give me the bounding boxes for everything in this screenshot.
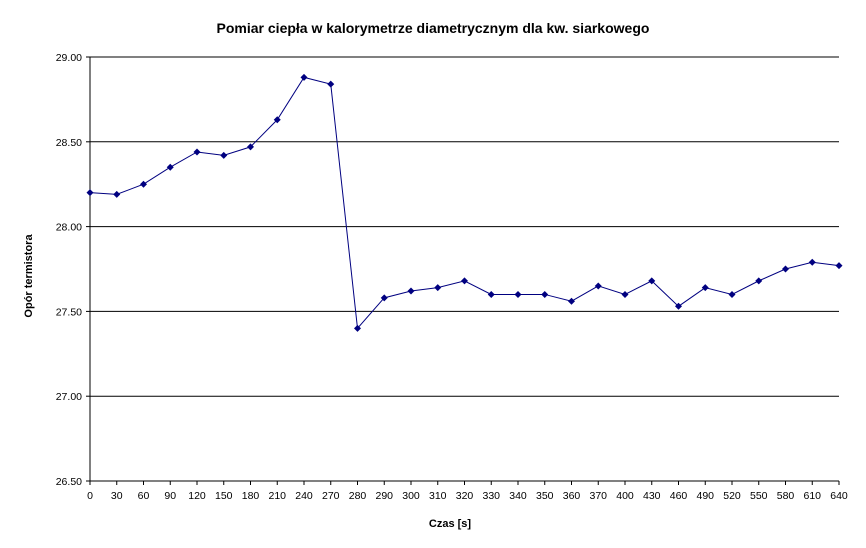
data-point	[675, 302, 682, 310]
data-point	[568, 297, 575, 305]
x-tick-label: 610	[803, 490, 821, 502]
data-point	[782, 265, 789, 273]
data-point	[300, 73, 308, 81]
x-tick-label: 240	[295, 490, 313, 502]
data-point	[113, 190, 121, 198]
x-tick-label: 350	[536, 490, 554, 502]
data-point	[835, 262, 843, 270]
data-point	[728, 290, 736, 298]
x-tick-labels: 0 30 60 90 120 150 180 210 240 270 280 290 300 310 320…	[87, 490, 848, 502]
x-tick-label: 400	[616, 490, 634, 502]
y-tick-label: 27.50	[56, 306, 82, 318]
data-point	[648, 277, 656, 285]
x-tick-label: 30	[111, 490, 123, 502]
data-point	[434, 284, 442, 292]
chart-title: Pomiar ciepła w kalorymetrze diametryczn…	[217, 20, 650, 36]
series-layer	[86, 73, 843, 332]
axes	[89, 57, 840, 485]
data-point	[86, 189, 94, 197]
data-point	[193, 148, 201, 156]
x-tick-label: 320	[456, 490, 474, 502]
x-tick-label: 330	[482, 490, 500, 502]
y-tick-label: 29.00	[56, 52, 82, 64]
x-tick-label: 90	[164, 490, 176, 502]
x-tick-label: 340	[509, 490, 527, 502]
y-tick-label: 27.00	[56, 391, 82, 403]
y-tick-label: 28.00	[56, 222, 82, 234]
y-tick-labels: 26.50 27.00 27.50 28.00 28.50 29.00	[56, 52, 82, 488]
x-tick-label: 270	[322, 490, 340, 502]
data-point	[327, 80, 335, 88]
data-point	[594, 282, 602, 290]
y-axis-title: Opór termistora	[23, 234, 35, 318]
data-point	[514, 290, 522, 298]
data-point	[166, 163, 174, 171]
data-point	[220, 151, 228, 159]
data-point	[541, 290, 549, 298]
x-tick-label: 290	[375, 490, 393, 502]
data-point	[140, 180, 147, 188]
y-tick-label: 26.50	[56, 476, 82, 488]
x-tick-label: 460	[670, 490, 688, 502]
x-tick-label: 310	[429, 490, 447, 502]
data-point	[808, 258, 816, 266]
x-tick-label: 370	[589, 490, 607, 502]
data-point	[621, 290, 629, 298]
data-point	[380, 294, 388, 302]
data-point	[247, 143, 254, 151]
series-line	[89, 76, 840, 330]
x-tick-label: 0	[87, 490, 93, 502]
x-tick-label: 550	[750, 490, 768, 502]
x-tick-label: 150	[215, 490, 233, 502]
data-point	[487, 290, 495, 298]
x-tick-label: 60	[138, 490, 150, 502]
data-point	[273, 116, 281, 124]
data-point	[701, 284, 709, 292]
x-tick-label: 210	[268, 490, 286, 502]
data-point	[407, 287, 415, 295]
x-tick-label: 300	[402, 490, 420, 502]
data-point	[755, 277, 763, 285]
x-tick-label: 180	[242, 490, 260, 502]
gridlines	[86, 56, 839, 482]
x-axis-title: Czas [s]	[429, 518, 472, 530]
x-tick-label: 120	[188, 490, 206, 502]
x-tick-label: 640	[830, 490, 848, 502]
x-tick-label: 360	[563, 490, 581, 502]
x-tick-label: 280	[349, 490, 367, 502]
y-tick-label: 28.50	[56, 137, 82, 149]
x-tick-label: 430	[643, 490, 661, 502]
x-tick-label: 490	[696, 490, 714, 502]
data-point	[354, 324, 361, 332]
data-point	[461, 277, 468, 285]
x-tick-label: 520	[723, 490, 741, 502]
x-tick-label: 580	[777, 490, 795, 502]
